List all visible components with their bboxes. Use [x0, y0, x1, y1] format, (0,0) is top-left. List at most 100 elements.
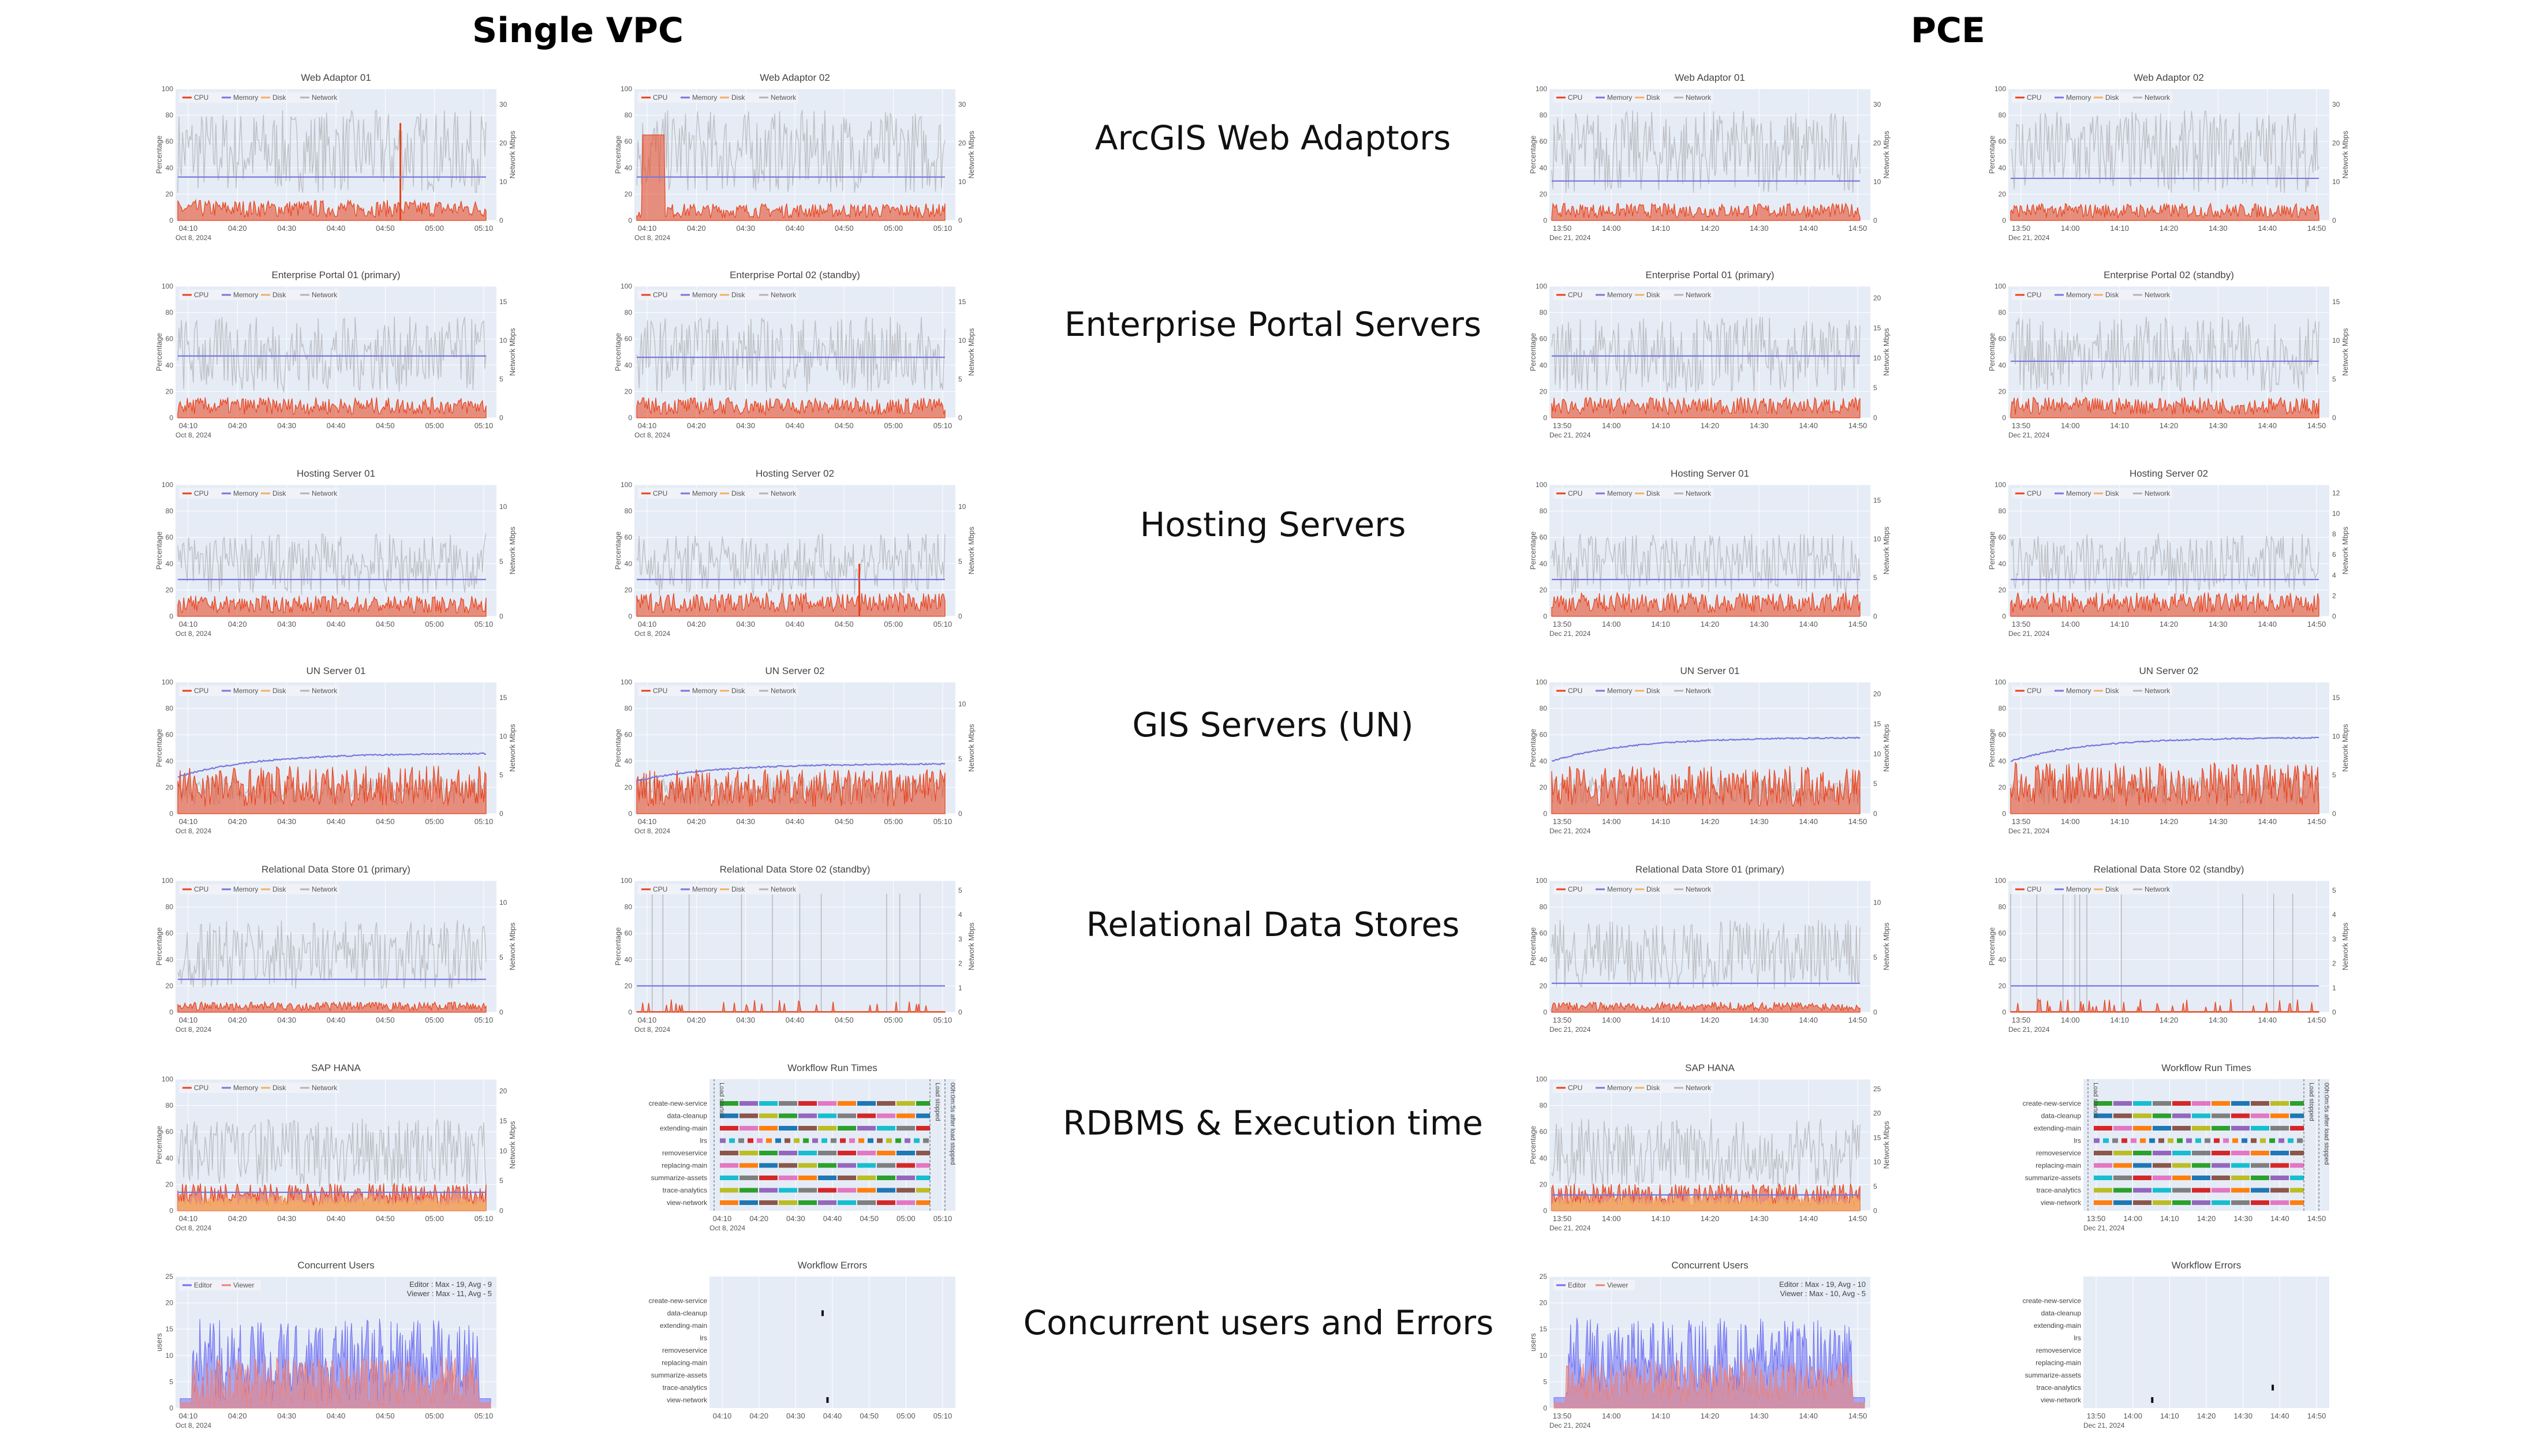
- chart-title: UN Server 01: [307, 665, 366, 676]
- workflow-run-bar: [857, 1126, 876, 1131]
- x-tick-label: 04:40: [823, 1214, 842, 1223]
- x-tick-label: 04:50: [376, 224, 395, 233]
- workflow-run-bar: [818, 1113, 836, 1118]
- workflow-run-bar: [2140, 1138, 2146, 1143]
- x-tick-label: 05:10: [475, 1214, 494, 1223]
- legend-label: Network: [2145, 489, 2171, 497]
- workflow-run-bar: [739, 1176, 758, 1180]
- y2-axis-label: Network Mbps: [508, 130, 517, 179]
- y2-tick-label: 0: [2332, 1008, 2336, 1016]
- x-tick-label: 14:20: [1701, 224, 1720, 233]
- workflow-run-bar: [757, 1138, 763, 1143]
- legend-box: [1553, 686, 1713, 696]
- x-tick-label: 04:30: [786, 1214, 805, 1223]
- chart-line-vpc-enterprise-portal-02-standby-: Enterprise Portal 02 (standby) 04:10 04:20…: [614, 267, 984, 466]
- legend-label: CPU: [2027, 687, 2041, 695]
- legend-label: CPU: [194, 687, 208, 695]
- y2-tick-label: 15: [958, 298, 966, 306]
- cpu-series-area: [2010, 998, 2319, 1013]
- workflow-run-bar: [2153, 1200, 2171, 1205]
- y-tick-label: 40: [625, 956, 633, 964]
- workflow-run-bar: [2192, 1163, 2210, 1168]
- legend-box: [2012, 884, 2172, 894]
- workflow-run-bar: [779, 1200, 797, 1205]
- y-tick-label: 0: [169, 216, 173, 224]
- workflow-row-label: removeservice: [2036, 1149, 2081, 1157]
- x-tick-label: 14:30: [1750, 224, 1769, 233]
- y-tick-label: 100: [621, 282, 632, 290]
- x-date-label: Oct 8, 2024: [175, 431, 211, 439]
- x-tick-label: 14:00: [1602, 1214, 1621, 1223]
- y-tick-label: 80: [166, 507, 174, 515]
- chart-title: UN Server 01: [1680, 665, 1740, 676]
- x-tick-label: 14:30: [1750, 1016, 1769, 1024]
- chart-line-pce-relational-data-store-02-standby-: Relational Data Store 02 (standby) 13:50 1…: [1988, 861, 2358, 1060]
- workflow-run-bar: [2172, 1176, 2191, 1180]
- y2-tick-label: 5: [1873, 384, 1877, 392]
- x-tick-label: 05:00: [425, 1016, 444, 1024]
- x-tick-label: 14:20: [2160, 817, 2179, 826]
- y-tick-label: 100: [621, 678, 632, 686]
- y2-tick-label: 0: [1873, 1207, 1877, 1215]
- x-tick-label: 04:30: [736, 1016, 755, 1024]
- x-tick-label: 04:20: [228, 224, 247, 233]
- x-tick-label: 14:50: [1848, 1412, 1867, 1420]
- chart-line-pce-un-server-02: UN Server 02 13:50 14:00 14:10 14:20 14:30 14:…: [1988, 663, 2358, 862]
- row-label-hosting-servers: Hosting Servers: [1140, 505, 1406, 544]
- x-tick-label: 13:50: [1553, 817, 1572, 826]
- x-tick-label: 04:10: [713, 1214, 732, 1223]
- x-tick-label: 14:30: [1750, 421, 1769, 430]
- y-axis-label: Percentage: [1530, 136, 1537, 174]
- workflow-run-bar: [916, 1200, 930, 1205]
- legend-label: Disk: [272, 291, 286, 299]
- y2-tick-label: 0: [2332, 414, 2336, 422]
- x-tick-label: 05:10: [475, 1016, 494, 1024]
- y-tick-label: 80: [166, 705, 174, 713]
- chart-title: Workflow Run Times: [2161, 1062, 2251, 1073]
- legend-box: [1553, 884, 1713, 894]
- y2-axis-label: Network Mbps: [967, 526, 976, 575]
- y-tick-label: 80: [1999, 507, 2007, 515]
- x-tick-label: 14:40: [1799, 620, 1818, 628]
- x-tick-label: 04:40: [786, 224, 805, 233]
- workflow-run-bar: [916, 1113, 930, 1118]
- x-tick-label: 14:40: [2258, 817, 2277, 826]
- workflow-run-bar: [2290, 1113, 2304, 1118]
- y-tick-label: 0: [2002, 414, 2006, 422]
- x-tick-label: 04:10: [179, 1016, 198, 1024]
- x-tick-label: 13:50: [2012, 1016, 2031, 1024]
- y-tick-label: 0: [2002, 612, 2006, 620]
- workflow-run-bar: [2133, 1188, 2151, 1193]
- y2-tick-label: 8: [2332, 530, 2336, 538]
- legend-label: Disk: [272, 489, 286, 497]
- x-tick-label: 14:50: [2307, 1412, 2326, 1420]
- x-tick-label: 04:50: [835, 620, 854, 628]
- users-stats-annotation: Editor : Max - 19, Avg - 9: [409, 1280, 492, 1289]
- legend-label: CPU: [2027, 93, 2041, 102]
- cpu-series-area: [177, 594, 487, 617]
- chart-svg: Enterprise Portal 01 (primary) 13:50 14:00…: [1529, 270, 1891, 439]
- y-tick-label: 0: [1543, 216, 1547, 224]
- workflow-run-bar: [2113, 1151, 2132, 1155]
- y2-tick-label: 0: [499, 216, 503, 224]
- workflow-run-bar: [739, 1126, 758, 1131]
- workflow-run-bar: [2113, 1176, 2132, 1180]
- x-tick-label: 14:10: [1651, 1016, 1670, 1024]
- x-tick-label: 14:20: [2197, 1412, 2216, 1420]
- workflow-run-bar: [895, 1138, 901, 1143]
- y2-tick-label: 20: [958, 139, 966, 147]
- x-tick-label: 04:10: [179, 224, 198, 233]
- workflow-run-bar: [2270, 1151, 2289, 1155]
- workflow-marker-label: Load stopped: [2308, 1083, 2315, 1121]
- x-tick-label: 04:40: [786, 1016, 805, 1024]
- workflow-run-bar: [2153, 1151, 2171, 1155]
- chart-line-vpc-web-adaptor-02: Web Adaptor 02 04:10 04:20 04:30 04:40 04:50 0…: [614, 69, 984, 268]
- workflow-run-bar: [720, 1151, 738, 1155]
- x-tick-label: 05:10: [933, 1016, 952, 1024]
- y2-tick-label: 10: [499, 178, 507, 186]
- x-tick-label: 14:40: [1799, 1016, 1818, 1024]
- workflow-row-label: extending-main: [660, 1322, 707, 1330]
- y-tick-label: 100: [162, 481, 173, 489]
- network-series-line: [177, 533, 487, 596]
- x-date-label: Dec 21, 2024: [1549, 431, 1591, 439]
